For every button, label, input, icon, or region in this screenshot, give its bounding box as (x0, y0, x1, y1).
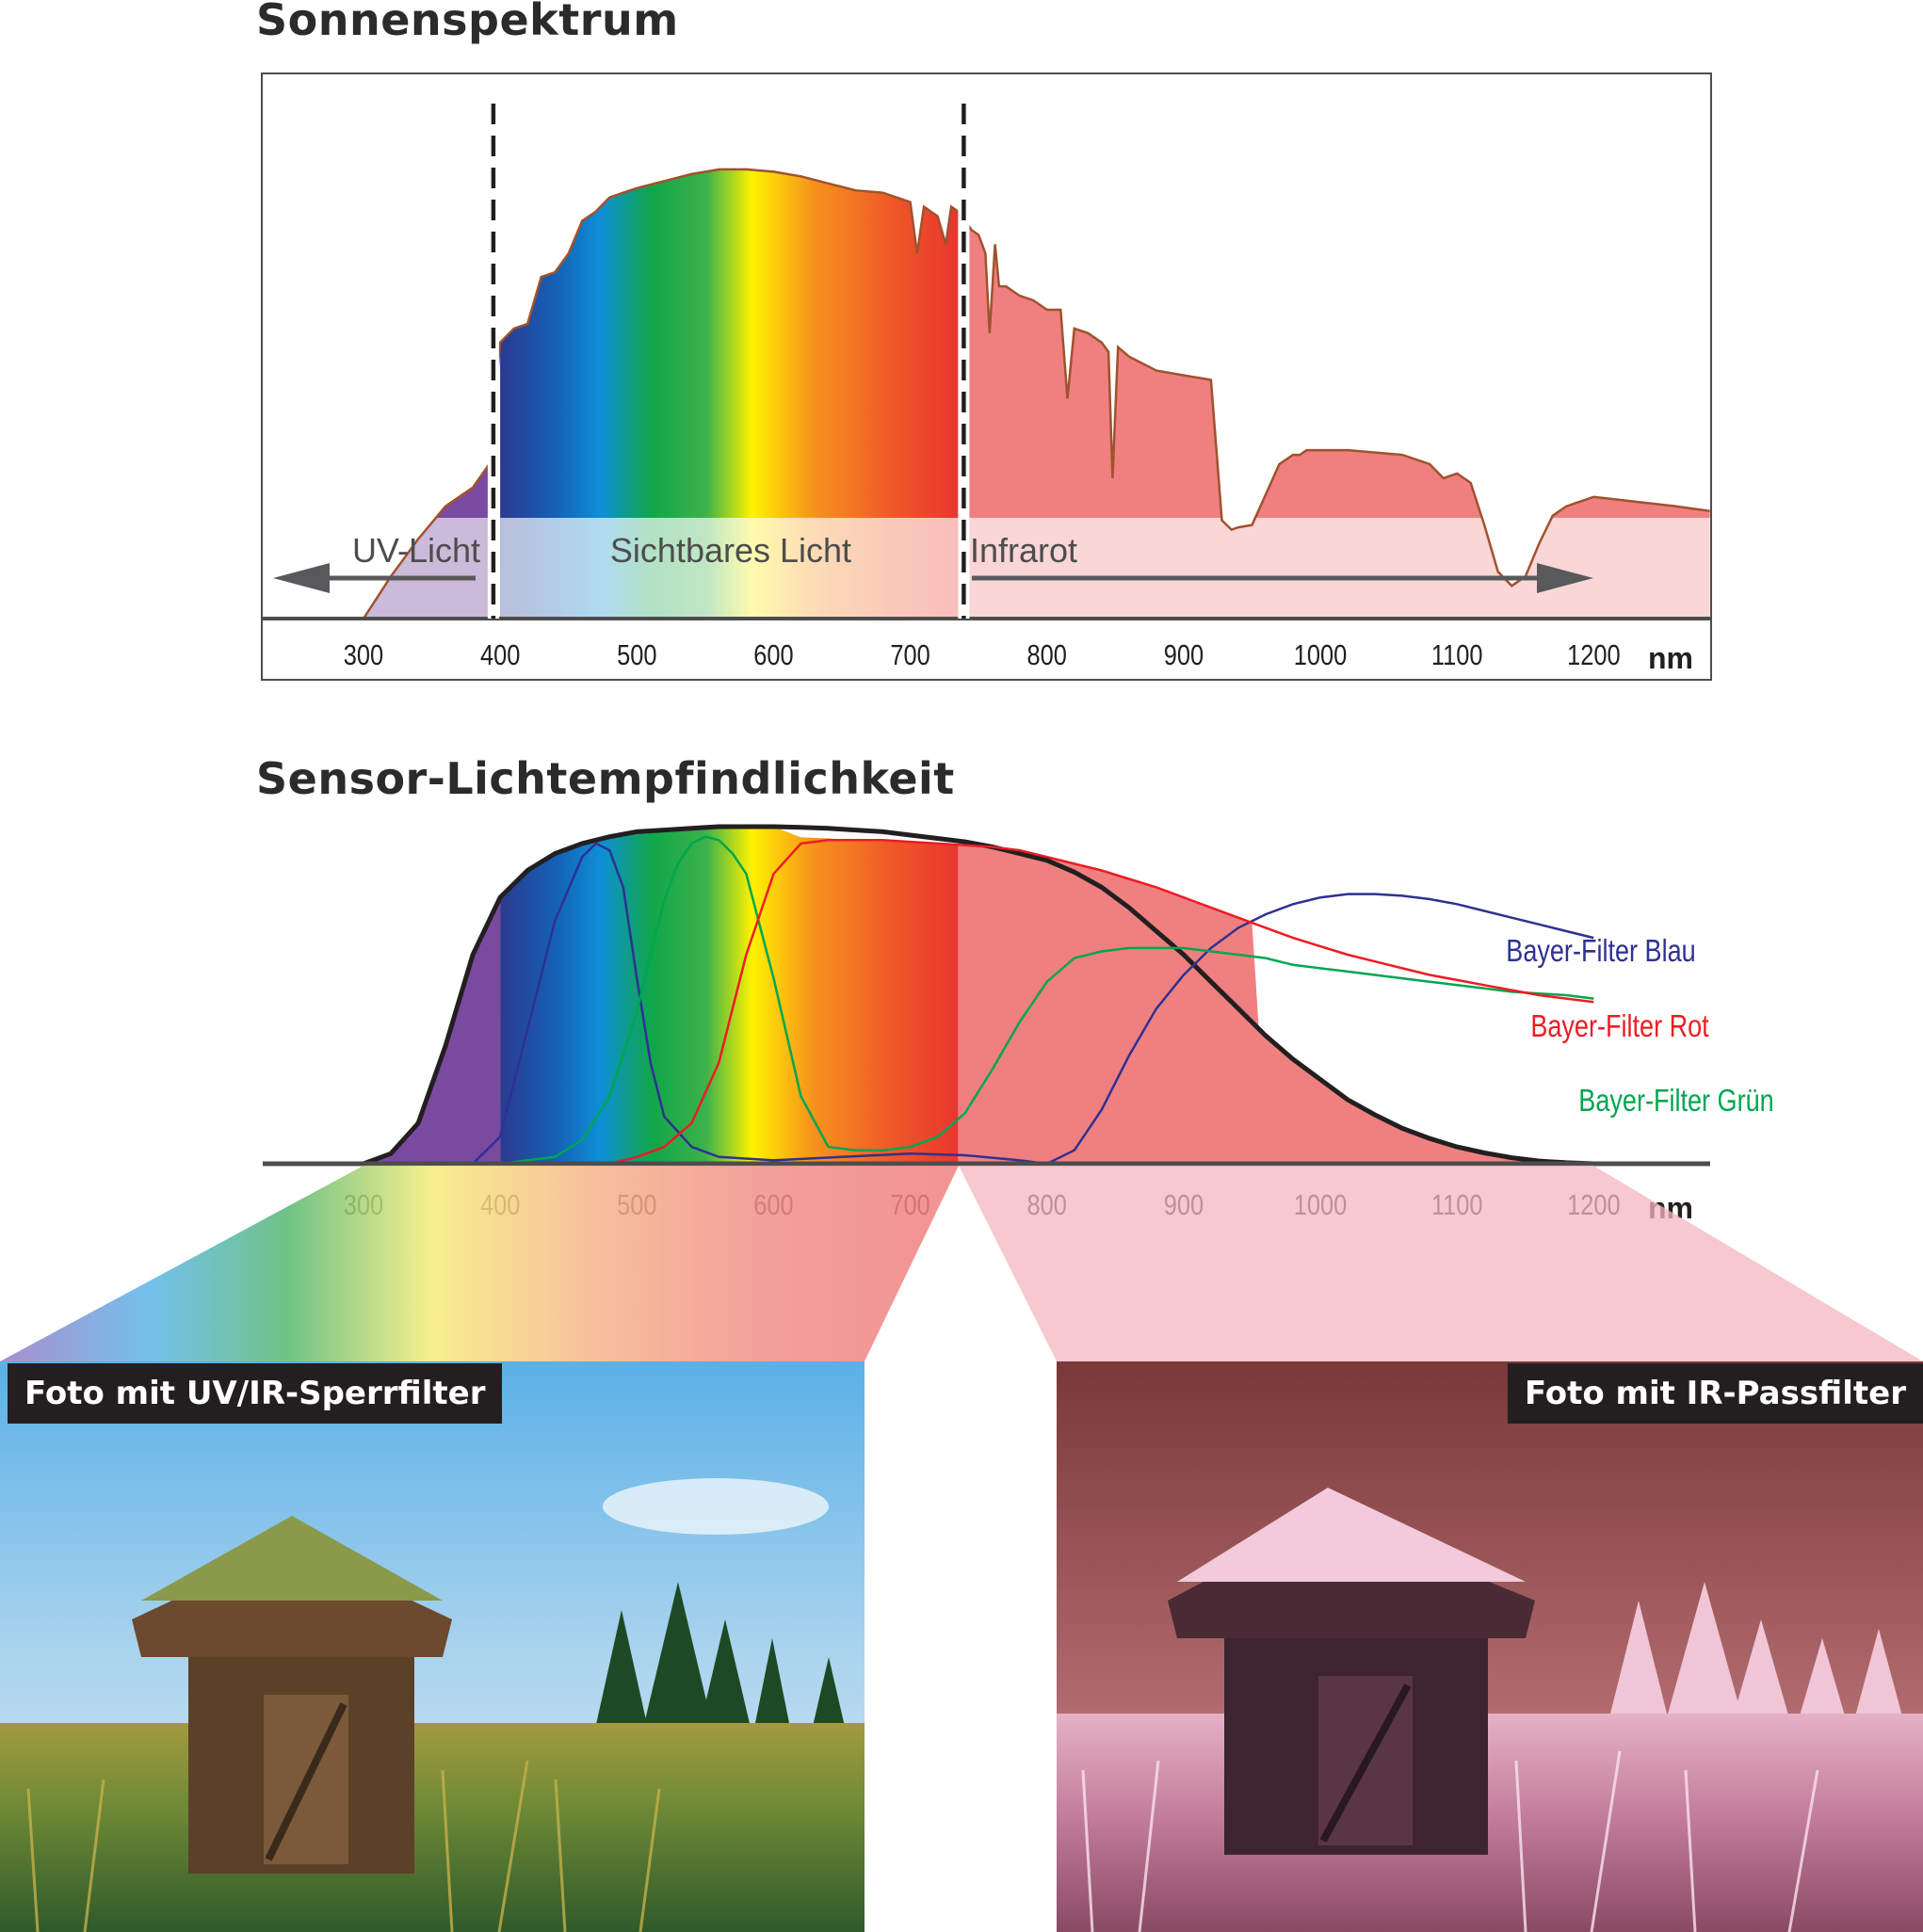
sensor-sensitivity-line (363, 824, 1594, 1167)
infrared-band (964, 518, 1710, 619)
infrared-area (958, 845, 1594, 1164)
x-tick-label: 400 (480, 639, 520, 672)
solar-spectrum-outline (362, 168, 1710, 620)
photo-uv-ir-cut (0, 1361, 865, 1932)
bayer-filter-line (472, 842, 1594, 1166)
x-tick-label: 500 (617, 639, 656, 672)
legend-entry: Bayer-Filter Grün (1578, 1085, 1773, 1119)
legend-entry: Bayer-Filter Rot (1530, 1010, 1709, 1044)
visible-band (500, 518, 959, 619)
region-bands (263, 518, 1710, 619)
photo-label-ir-pass: Foto mit IR-Passfilter (1507, 1363, 1923, 1424)
legend-entry: Bayer-Filter Blau (1506, 935, 1695, 969)
region-label: Infrarot (970, 531, 1077, 570)
uv-area (364, 897, 501, 1164)
visible-area (500, 169, 959, 619)
sensor-curves (363, 824, 1594, 1167)
x-tick-label: 1000 (1294, 639, 1348, 672)
spectrum-outline-line (362, 168, 1710, 620)
x-tick-label: 900 (1164, 639, 1204, 672)
uv-arrow-head (273, 563, 330, 593)
ir-arrow-head (1537, 563, 1593, 593)
x-axis-unit: nm (1648, 641, 1693, 675)
sensor-sensitivity-title: Sensor-Lichtempfindlichkeit (256, 753, 955, 804)
region-dividers (487, 104, 970, 619)
photo-label-uv-ir-cut: Foto mit UV/IR-Sperrfilter (8, 1363, 503, 1424)
region-labels: UV-Licht Sichtbares Licht Infrarot (352, 531, 1077, 570)
region-arrows (273, 563, 1593, 593)
region-label: Sichtbares Licht (610, 531, 851, 570)
x-tick-label: 1200 (1567, 639, 1621, 672)
x-tick-label: 600 (753, 639, 793, 672)
sensor-spectrum-area (364, 827, 1594, 1164)
legend: Bayer-Filter Blau Bayer-Filter Grün Bayer-… (1506, 935, 1773, 1119)
x-tick-label: 1100 (1431, 639, 1483, 672)
solar-spectrum-title: Sonnenspektrum (256, 0, 679, 45)
visible-light-fan (0, 1166, 959, 1361)
bayer-filter-line (499, 835, 1594, 1166)
photo-ir-pass (1057, 1361, 1923, 1932)
x-tick-label: 700 (890, 639, 929, 672)
visible-area (500, 827, 959, 1164)
region-label: UV-Licht (352, 531, 480, 570)
bayer-filter-line (608, 839, 1594, 1166)
infrared-fan (959, 1166, 1923, 1361)
x-tick-labels: 300 400 500 600 700 800 900 1000 1100 1200 (344, 639, 1621, 672)
uv-band (263, 518, 493, 619)
x-tick-label: 300 (344, 639, 383, 672)
x-tick-label: 800 (1027, 639, 1067, 672)
